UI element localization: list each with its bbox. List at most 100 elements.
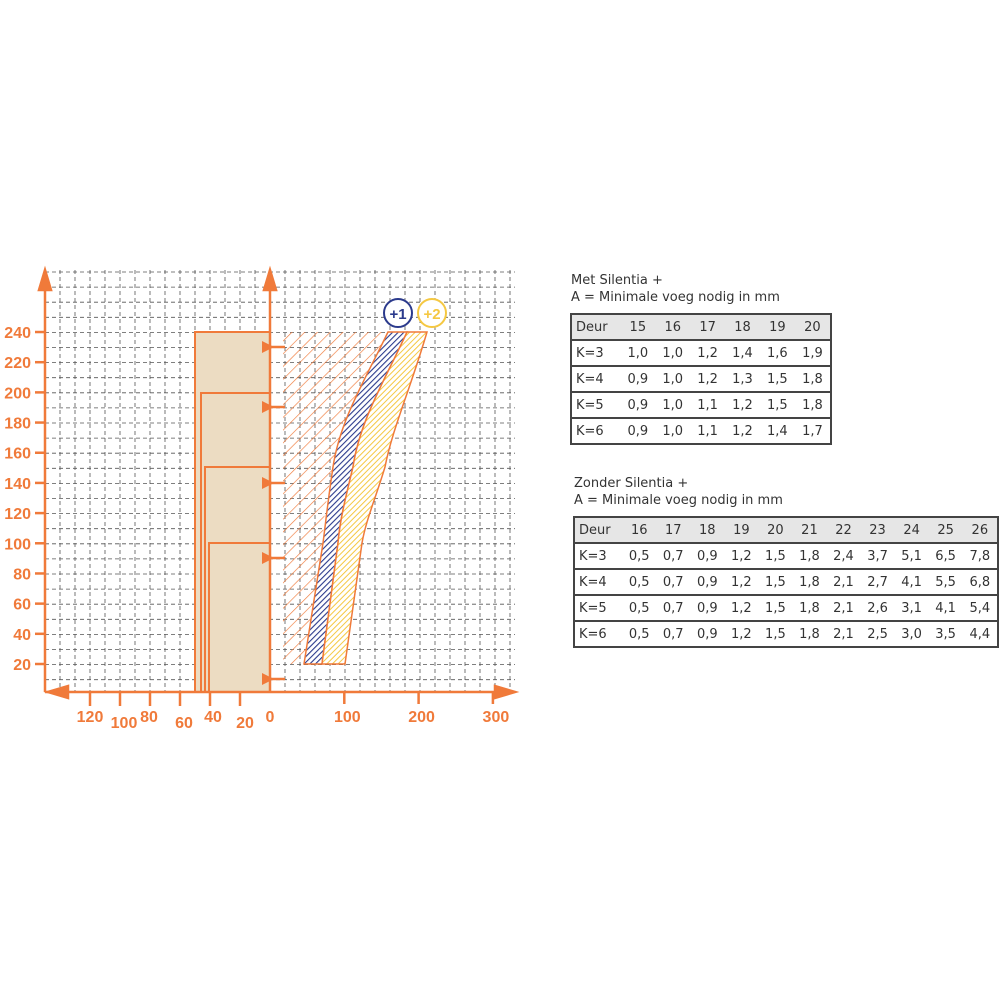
table-cell: K=5 [574, 595, 623, 622]
table-cell: 0,5 [622, 595, 657, 622]
table-cell: 1,8 [794, 366, 831, 393]
table-cell: 1,1 [690, 392, 726, 419]
table-cell: 0,5 [622, 543, 657, 570]
arrow-marker-icon [262, 673, 274, 685]
x-tick-label-left: 120 [77, 709, 104, 726]
table-cell: 3,5 [928, 621, 963, 648]
table-cell: 0,9 [620, 418, 656, 445]
table-cell: K=3 [571, 340, 621, 367]
header-cell: 16 [655, 314, 691, 341]
table-cell: 4,1 [928, 595, 963, 622]
x-tick-label: 300 [483, 709, 510, 726]
table-cell: 1,4 [725, 340, 760, 367]
header-cell: 20 [758, 517, 793, 544]
badge-circle [417, 298, 447, 328]
badge-plus-2: +2 [417, 298, 447, 328]
y-tick-label: 140 [4, 476, 31, 493]
arrow-up-icon [37, 265, 53, 292]
y-tick-label: 240 [4, 325, 31, 342]
x-tick-label: 100 [334, 709, 361, 726]
table-cell: 5,4 [962, 595, 998, 622]
table-cell: 1,8 [792, 569, 827, 596]
table-cell: 4,4 [962, 621, 998, 648]
header-cell: 16 [622, 517, 657, 544]
table-cell: 1,8 [794, 392, 831, 419]
table-cell: 0,9 [690, 595, 725, 622]
table-cell: 1,2 [725, 418, 760, 445]
header-cell: 25 [928, 517, 963, 544]
table-cell: K=5 [571, 392, 621, 419]
table-cell: 0,7 [656, 595, 691, 622]
header-cell: 18 [725, 314, 760, 341]
table-cell: 1,3 [725, 366, 760, 393]
band-plus-2 [321, 331, 429, 665]
table-cell: K=6 [574, 621, 623, 648]
arrow-marker-icon [262, 477, 274, 489]
frame-width-area [194, 331, 271, 693]
table-cell: 0,5 [622, 569, 657, 596]
badge-circle [383, 298, 413, 328]
y-tick-label: 60 [13, 597, 31, 614]
x-tick-label-left: 80 [140, 709, 158, 726]
table-cell: 5,1 [894, 543, 929, 570]
table-cell: 2,6 [860, 595, 895, 622]
frame-outlines [200, 392, 270, 692]
table-cell: 0,9 [690, 621, 725, 648]
table-cell: 3,0 [894, 621, 929, 648]
table-cell: 0,5 [622, 621, 657, 648]
table-cell: 0,7 [656, 543, 691, 570]
table-cell: 6,8 [962, 569, 998, 596]
table-row: K=3 1,0 1,0 1,2 1,4 1,6 1,9 [571, 340, 831, 367]
table-cell: 1,5 [759, 392, 795, 419]
table-row: K=6 0,5 0,7 0,9 1,2 1,5 1,8 2,1 2,5 3,0 3,5 4,4 [574, 621, 998, 648]
arrow-up-icon [262, 265, 278, 292]
table-cell: 1,2 [724, 621, 759, 648]
y-tick-label: 100 [4, 536, 31, 553]
table-cell: 1,0 [655, 418, 691, 445]
table-cell: 1,0 [655, 392, 691, 419]
arrow-marker-icon [262, 552, 274, 564]
table-cell: 1,2 [724, 543, 759, 570]
caption-subtitle: A = Minimale voeg nodig in mm [574, 493, 783, 508]
header-cell: 15 [620, 314, 656, 341]
table-cell: 1,2 [725, 392, 760, 419]
header-cell: 17 [690, 314, 726, 341]
table-cell: 0,9 [620, 392, 656, 419]
caption-title: Zonder Silentia + [574, 476, 689, 491]
table-cell: 1,2 [724, 595, 759, 622]
y-tick-label: 120 [4, 506, 31, 523]
x-tick-label: 200 [408, 709, 435, 726]
table-cell: 1,5 [758, 621, 793, 648]
header-cell: 18 [690, 517, 725, 544]
table-cell: 2,7 [860, 569, 895, 596]
arrow-left-icon [43, 684, 70, 700]
table-cell: 1,0 [655, 340, 691, 367]
table-cell: 2,1 [826, 621, 861, 648]
x-tick-label-left: 60 [175, 715, 193, 732]
table-cell: 0,9 [690, 543, 725, 570]
table-cell: 7,8 [962, 543, 998, 570]
zonder-silentia-caption: Zonder Silentia + A = Minimale voeg nodi… [574, 475, 783, 509]
table-cell: 1,1 [690, 418, 726, 445]
badge-label: +2 [423, 306, 440, 323]
header-cell: 24 [894, 517, 929, 544]
table-row: K=5 0,5 0,7 0,9 1,2 1,5 1,8 2,1 2,6 3,1 4,1 5,4 [574, 595, 998, 622]
badge-plus-1: +1 [383, 298, 413, 328]
table-row: K=6 0,9 1,0 1,1 1,2 1,4 1,7 [571, 418, 831, 445]
table-cell: K=4 [571, 366, 621, 393]
table-cell: 1,8 [792, 595, 827, 622]
table-cell: 1,5 [759, 366, 795, 393]
x-tick-label-left: 40 [204, 709, 222, 726]
y-tick-label: 40 [13, 627, 31, 644]
table-cell: 3,1 [894, 595, 929, 622]
table-cell: 1,2 [690, 340, 726, 367]
header-row: Deur 15 16 17 18 19 20 [571, 314, 831, 341]
table-cell: 4,1 [894, 569, 929, 596]
x-tick-label: 0 [266, 709, 275, 726]
y-tick-label: 20 [13, 657, 31, 674]
table-cell: 1,7 [794, 418, 831, 445]
caption-subtitle: A = Minimale voeg nodig in mm [571, 290, 780, 305]
table-row: K=4 0,9 1,0 1,2 1,3 1,5 1,8 [571, 366, 831, 393]
dashed-grid [44, 270, 515, 692]
